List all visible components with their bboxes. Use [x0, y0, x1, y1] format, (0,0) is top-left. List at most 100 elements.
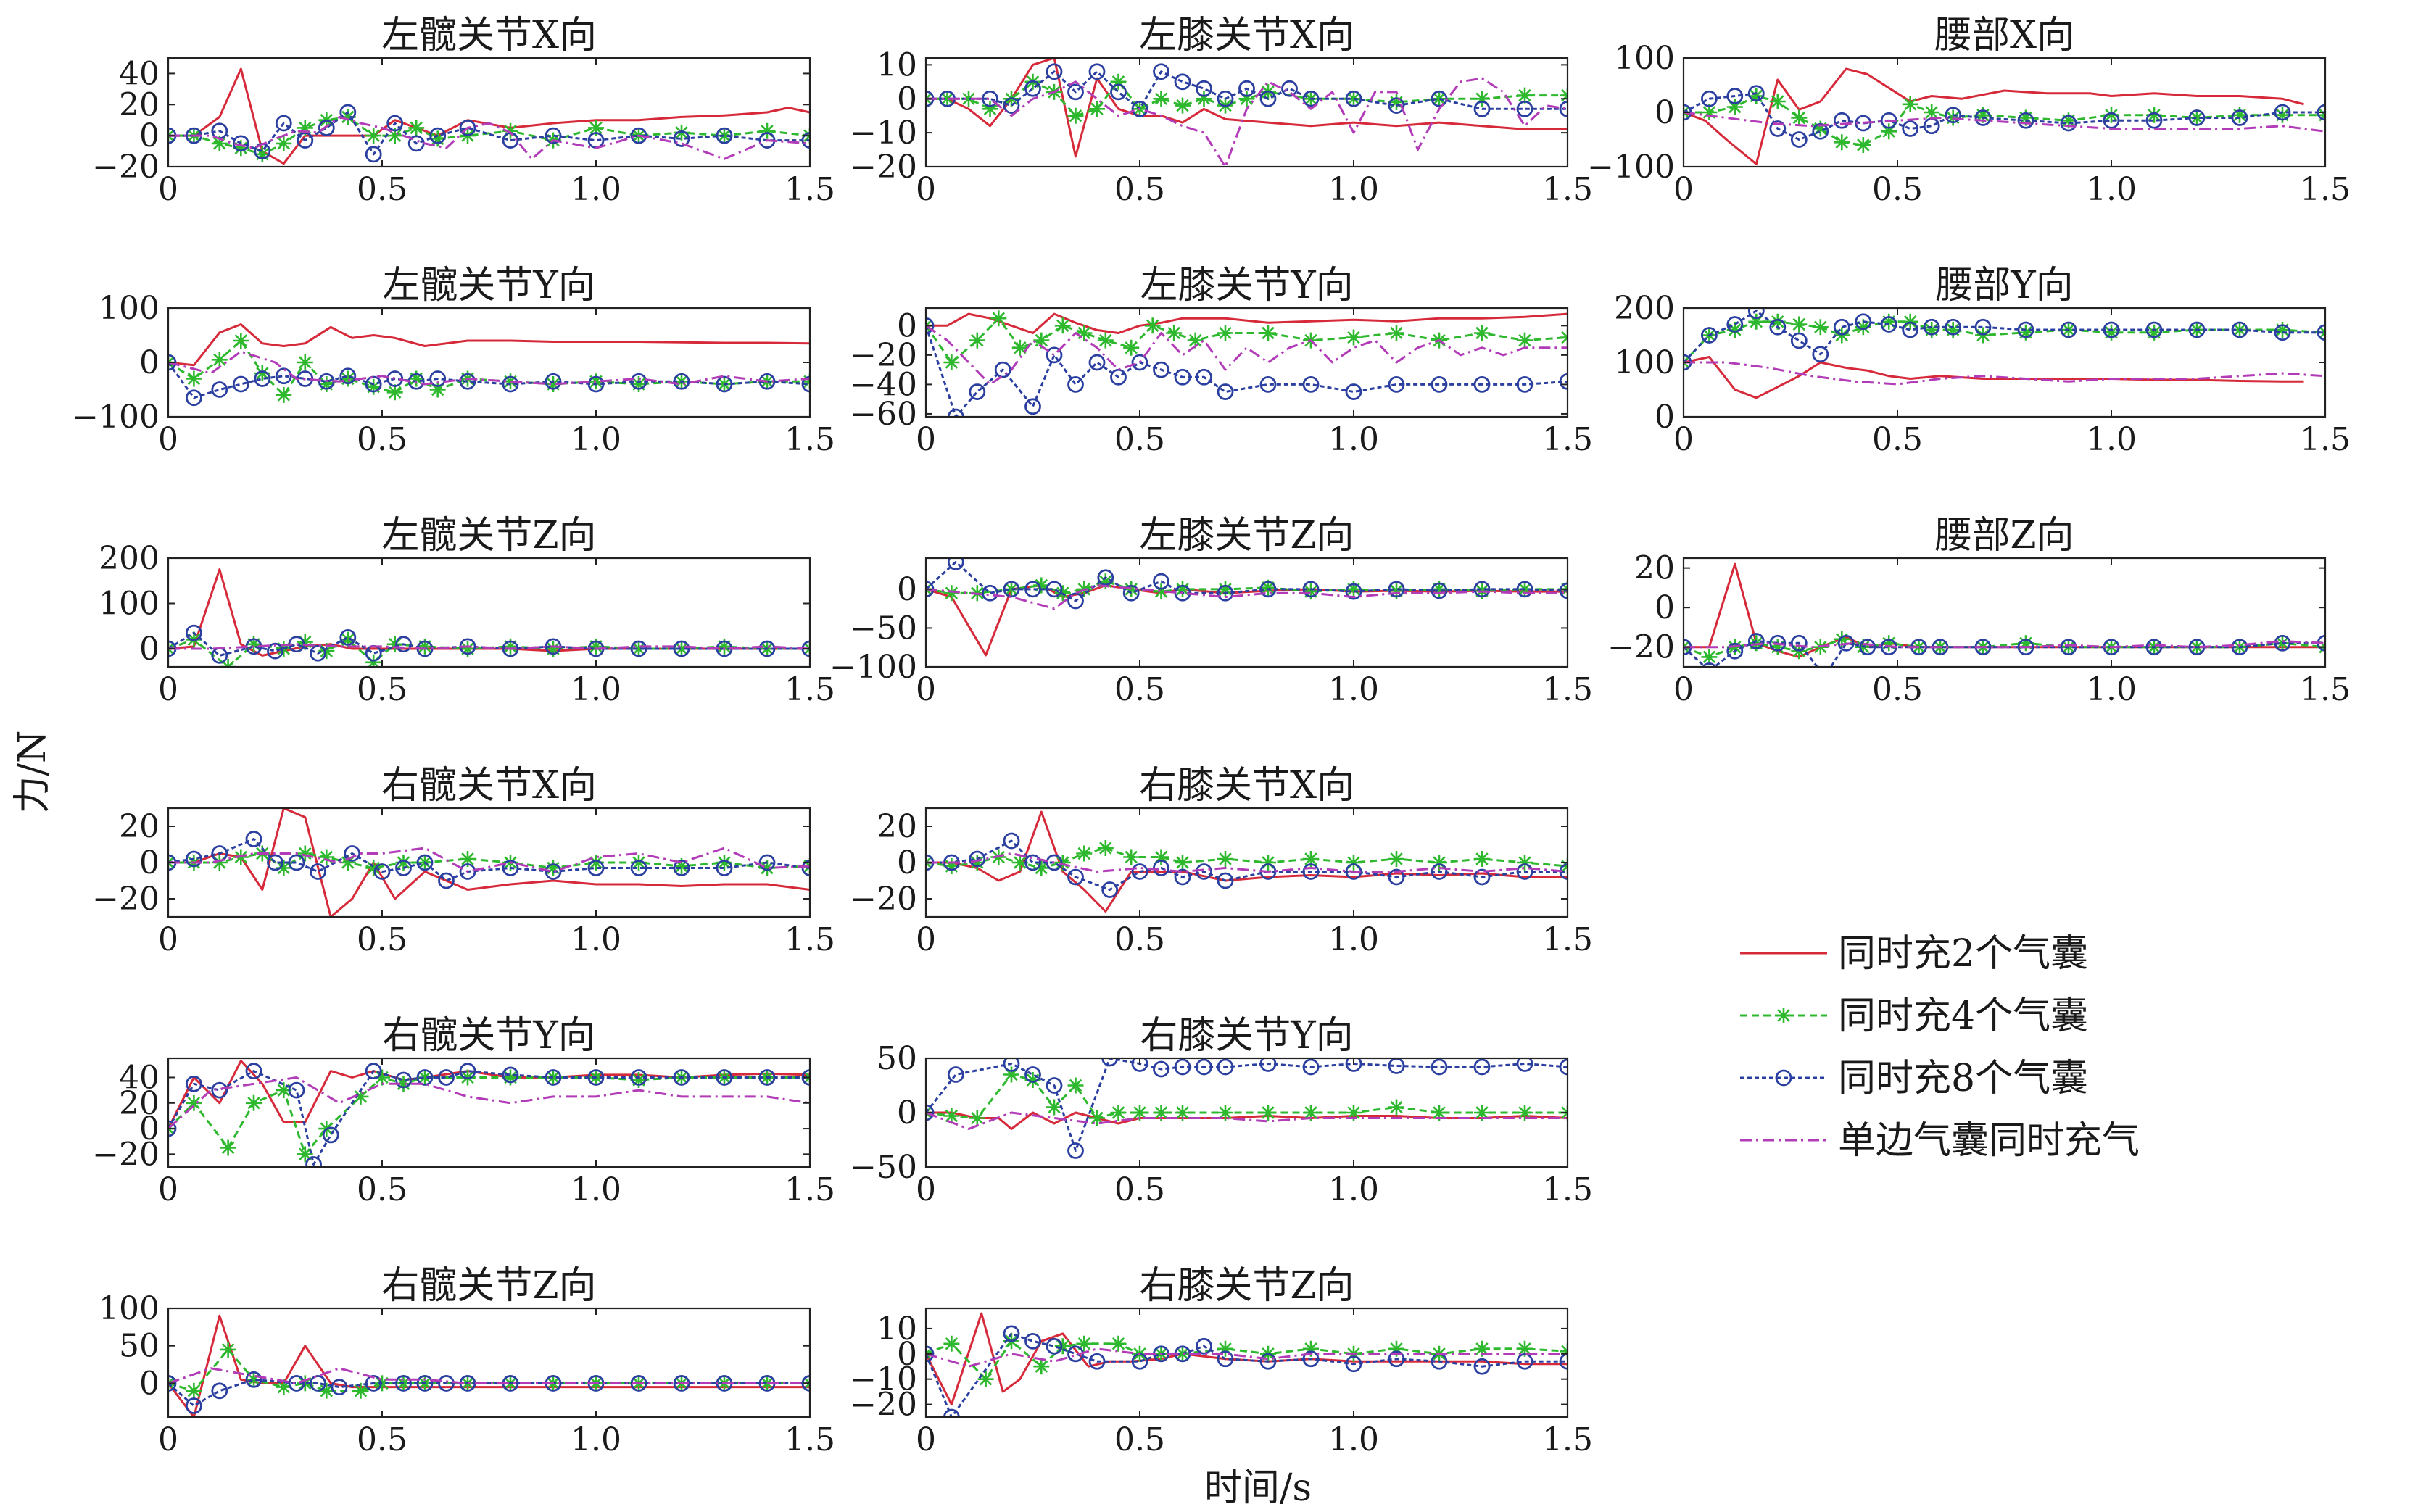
legend-item: 同时充8个气囊 — [1740, 1057, 2088, 1100]
data-point — [232, 135, 249, 152]
x-tick-label: 0 — [916, 171, 936, 208]
data-point — [232, 375, 249, 393]
data-point — [1054, 855, 1071, 871]
data-point — [1517, 1340, 1533, 1357]
subplot-title: 右髋关节Z向 — [381, 1264, 596, 1308]
data-point — [1024, 398, 1041, 415]
data-point — [211, 381, 228, 398]
x-tick-label: 1.5 — [1542, 671, 1593, 708]
y-tick-label: 100 — [99, 290, 160, 327]
series-line — [168, 323, 810, 367]
data-point — [588, 373, 604, 390]
x-tick-label: 1.5 — [784, 171, 835, 208]
x-tick-label: 0.5 — [1872, 421, 1923, 458]
y-tick-label: −20 — [1607, 629, 1675, 666]
data-point — [438, 1069, 455, 1086]
data-point — [1516, 1353, 1533, 1370]
data-point — [1902, 96, 1918, 112]
data-point — [2103, 321, 2120, 338]
y-tick-label: 0 — [139, 631, 160, 668]
data-point — [545, 863, 562, 880]
data-point — [246, 1094, 262, 1111]
data-point — [1346, 581, 1362, 597]
data-point — [438, 872, 455, 889]
data-point — [943, 1335, 960, 1352]
series-group — [1684, 67, 2325, 165]
data-point — [395, 1071, 412, 1089]
data-point — [1834, 134, 1850, 151]
data-point — [386, 128, 403, 144]
data-point — [502, 122, 518, 139]
x-tick-label: 0.5 — [1872, 671, 1923, 708]
data-point — [276, 1379, 292, 1395]
data-point — [1260, 1105, 1276, 1121]
data-point — [674, 641, 690, 657]
data-point — [365, 1063, 382, 1080]
data-point — [211, 135, 228, 151]
x-tick-label: 0.5 — [1872, 171, 1923, 208]
data-point — [759, 860, 775, 876]
data-point — [310, 863, 326, 880]
data-point — [395, 636, 412, 653]
legend-marker — [1776, 1008, 1792, 1023]
data-point — [1024, 80, 1041, 97]
data-point — [297, 1375, 313, 1392]
data-point — [1769, 120, 1787, 137]
data-point — [1812, 346, 1829, 363]
data-point — [2060, 639, 2077, 656]
x-tick-label: 0 — [916, 671, 936, 708]
data-point — [673, 640, 690, 657]
data-point — [631, 1072, 647, 1088]
data-point — [1559, 1353, 1568, 1370]
subplot-title: 左膝关节Y向 — [1140, 264, 1353, 307]
data-point — [352, 1382, 369, 1399]
data-point — [1345, 90, 1362, 107]
series-line — [168, 643, 810, 650]
x-tick-label: 1.0 — [571, 1171, 621, 1208]
data-point — [1726, 322, 1743, 338]
data-point — [1260, 579, 1276, 596]
subplot-title: 腰部Y向 — [1935, 264, 2073, 307]
data-point — [339, 370, 356, 387]
data-point — [1003, 832, 1020, 850]
data-point — [2145, 639, 2163, 656]
data-point — [1174, 868, 1191, 886]
data-point — [943, 1408, 960, 1417]
data-point — [1517, 855, 1533, 871]
data-point — [1790, 131, 1808, 148]
data-point — [331, 1379, 348, 1396]
x-tick-label: 0 — [158, 171, 178, 208]
x-tick-label: 1.5 — [784, 421, 835, 458]
data-point — [1067, 376, 1084, 393]
data-point — [502, 860, 519, 876]
data-point — [969, 855, 985, 871]
data-point — [1345, 863, 1362, 880]
data-point — [254, 370, 271, 387]
data-point — [220, 1341, 236, 1358]
data-point — [1153, 573, 1169, 590]
data-point — [408, 370, 425, 387]
data-point — [1153, 1060, 1169, 1078]
data-point — [1174, 73, 1191, 91]
data-point — [588, 638, 604, 655]
subplot-title: 左髋关节Z向 — [381, 514, 596, 557]
data-point — [297, 354, 313, 370]
data-point — [365, 128, 382, 144]
data-point — [2231, 321, 2248, 338]
y-tick-label: −10 — [850, 1361, 917, 1398]
x-tick-label: 1.5 — [1542, 1421, 1593, 1458]
data-point — [1388, 97, 1405, 115]
data-point — [1033, 1358, 1050, 1375]
plot-frame — [1682, 557, 2327, 668]
data-point — [545, 641, 561, 657]
data-point — [1089, 1110, 1105, 1126]
data-point — [1516, 581, 1533, 598]
data-point — [1024, 581, 1041, 598]
x-tick-label: 0 — [1673, 171, 1694, 208]
data-point — [1003, 1325, 1020, 1342]
series-line — [926, 584, 1568, 610]
y-tick-label: 10 — [877, 46, 917, 83]
subplot-title: 右膝关节Z向 — [1139, 1264, 1354, 1308]
data-point — [1046, 1077, 1063, 1094]
